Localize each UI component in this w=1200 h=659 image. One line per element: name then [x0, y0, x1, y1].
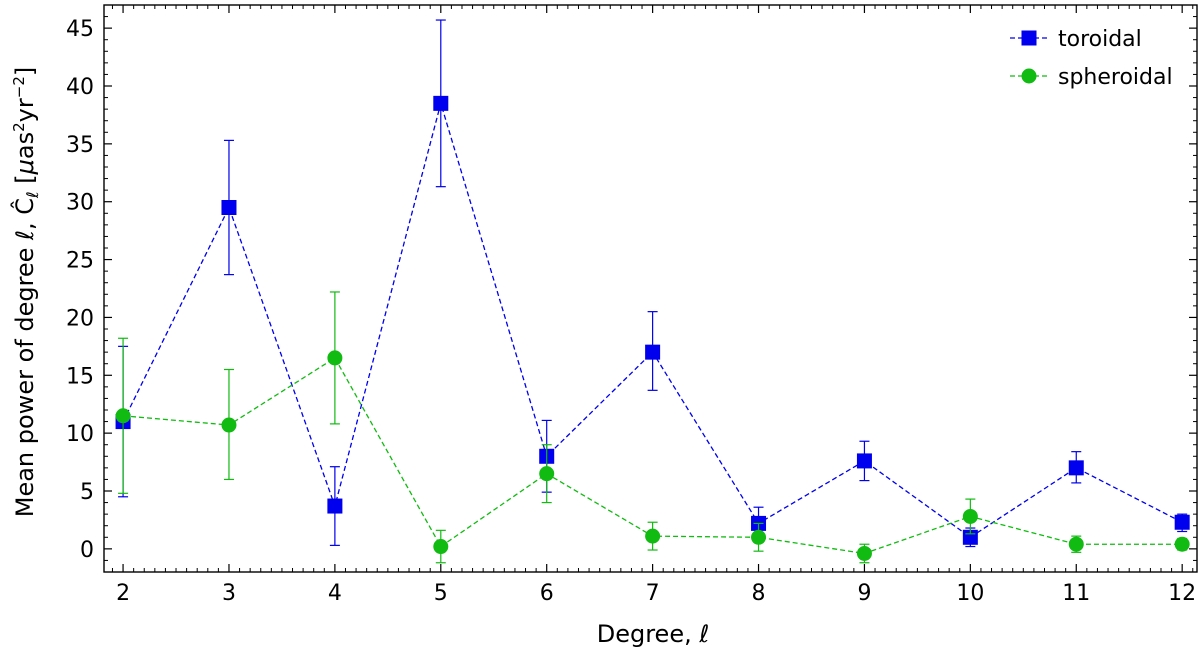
- y-label-as: as: [11, 132, 39, 159]
- x-tick-label: 4: [328, 581, 342, 606]
- data-point-toroidal: [327, 498, 343, 514]
- x-tick-label: 8: [752, 581, 766, 606]
- y-label-units-open: [: [11, 174, 39, 191]
- data-point-spheroidal: [433, 539, 449, 555]
- series-layer: [115, 19, 1190, 564]
- y-label-mu: μ: [11, 159, 39, 175]
- x-tick-label: 5: [434, 581, 448, 606]
- y-tick-label: 45: [66, 17, 94, 42]
- y-label-ell: ℓ: [11, 230, 39, 241]
- data-point-spheroidal: [751, 529, 767, 545]
- y-tick-label: 15: [66, 364, 94, 389]
- y-label-units-close: ]: [11, 67, 39, 76]
- y-tick-label: 5: [80, 480, 94, 505]
- x-tick-label: 12: [1168, 581, 1196, 606]
- y-label-subscript: ℓ: [23, 191, 42, 199]
- y-label-prefix: Mean power of degree: [11, 240, 39, 517]
- data-point-spheroidal: [856, 545, 872, 561]
- x-tick-label: 10: [956, 581, 984, 606]
- x-tick-label: 6: [540, 581, 554, 606]
- y-label-yr: yr: [11, 98, 39, 122]
- y-tick-label: 35: [66, 133, 94, 158]
- legend-marker: [1021, 68, 1037, 84]
- y-tick-label: 0: [80, 538, 94, 563]
- legend-label: spheroidal: [1058, 65, 1173, 90]
- data-point-spheroidal: [645, 528, 661, 544]
- x-tick-label: 11: [1062, 581, 1090, 606]
- data-point-spheroidal: [539, 466, 555, 482]
- y-label-sep: ,: [11, 215, 39, 230]
- data-point-toroidal: [645, 344, 661, 360]
- y-tick-label: 40: [66, 75, 94, 100]
- data-point-toroidal: [221, 200, 237, 215]
- series-toroidal: [115, 19, 1190, 548]
- plot-frame: [103, 4, 1198, 573]
- y-label-c-hat: Ĉ: [9, 198, 39, 215]
- data-point-spheroidal: [221, 417, 237, 433]
- y-tick-label: 30: [66, 191, 94, 216]
- y-tick-label: 20: [66, 306, 94, 331]
- y-label-neg2: −2: [10, 76, 28, 98]
- legend-marker: [1021, 30, 1037, 46]
- data-point-spheroidal: [1174, 536, 1190, 552]
- x-tick-label: 7: [646, 581, 660, 606]
- legend: toroidal spheroidal: [1010, 27, 1173, 90]
- x-tick-label: 3: [222, 581, 236, 606]
- y-tick-label: 25: [66, 249, 94, 274]
- legend-item-toroidal: toroidal: [1010, 27, 1142, 52]
- x-tick-label: 9: [857, 581, 871, 606]
- data-point-spheroidal: [1068, 536, 1084, 552]
- data-point-spheroidal: [962, 508, 978, 524]
- data-point-toroidal: [856, 453, 872, 469]
- data-point-toroidal: [433, 95, 449, 111]
- y-label-squared: 2: [10, 122, 28, 132]
- y-tick-label: 10: [66, 422, 94, 447]
- legend-item-spheroidal: spheroidal: [1010, 65, 1173, 90]
- data-point-toroidal: [1068, 460, 1084, 476]
- data-point-spheroidal: [327, 350, 343, 366]
- series-spheroidal: [115, 291, 1190, 564]
- y-axis-label: Mean power of degree ℓ, Ĉℓ [μas2yr−2]: [9, 67, 42, 518]
- x-tick-label: 2: [116, 581, 130, 606]
- data-point-spheroidal: [115, 408, 131, 424]
- x-axis-label: Degree, ℓ: [597, 620, 710, 648]
- data-point-toroidal: [1174, 514, 1190, 530]
- legend-label: toroidal: [1058, 27, 1142, 52]
